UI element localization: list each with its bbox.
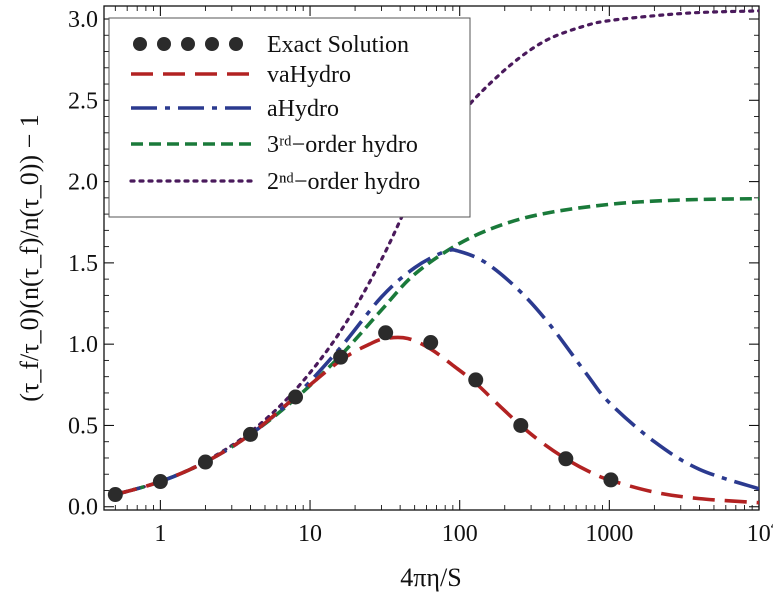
series-line: [114, 196, 759, 497]
y-tick-label: 1.5: [68, 251, 98, 277]
legend-marker: [157, 37, 171, 51]
data-point: [468, 372, 484, 388]
x-tick-label: 1000: [585, 521, 633, 547]
series-layer: [107, 9, 759, 505]
legend-label: vaHydro: [267, 62, 351, 88]
data-point: [513, 417, 529, 433]
legend-label: 3ʳᵈ−order hydro: [267, 132, 418, 158]
data-point: [152, 474, 168, 490]
series-line: [114, 335, 759, 505]
ticks-layer: 1 10 100 1000 104 0.0 0.5 1.0 1.5 2.0 2.5 3.0: [68, 6, 773, 547]
y-tick-label: 0.0: [68, 495, 98, 521]
legend: Exact Solution vaHydro aHydro 3ʳᵈ−order hyd…: [108, 17, 471, 218]
legend-label: Exact Solution: [267, 32, 409, 58]
y-tick-label: 1.0: [68, 332, 98, 358]
data-point: [333, 349, 349, 365]
data-point: [197, 454, 213, 470]
legend-marker: [205, 37, 219, 51]
x-axis-label: 4πη/S: [400, 563, 461, 592]
y-tick-label: 2.5: [68, 88, 98, 114]
y-tick-label: 3.0: [68, 7, 98, 33]
y-axis-label: (τ_f/τ_0)(n(τ_f)/n(τ_0)) − 1: [15, 114, 44, 402]
x-tick-label: 104: [747, 515, 773, 547]
legend-label: 2ⁿᵈ−order hydro: [267, 169, 420, 195]
plot-frame: [103, 5, 760, 511]
series-line: [113, 9, 759, 497]
y-tick-label: 2.0: [68, 170, 98, 196]
data-point: [423, 335, 439, 351]
data-point: [107, 487, 123, 503]
x-tick-label: 100: [442, 521, 478, 547]
x-tick-label: 10: [298, 521, 322, 547]
y-tick-label: 0.5: [68, 413, 98, 439]
legend-marker: [133, 37, 147, 51]
data-point: [242, 426, 258, 442]
data-point: [288, 389, 304, 405]
legend-marker: [229, 37, 243, 51]
data-point: [558, 451, 574, 467]
legend-label: aHydro: [267, 96, 339, 122]
legend-box: [108, 17, 471, 218]
legend-marker: [181, 37, 195, 51]
x-tick-label: 1: [154, 521, 166, 547]
data-point: [378, 325, 394, 341]
data-point: [603, 472, 619, 488]
